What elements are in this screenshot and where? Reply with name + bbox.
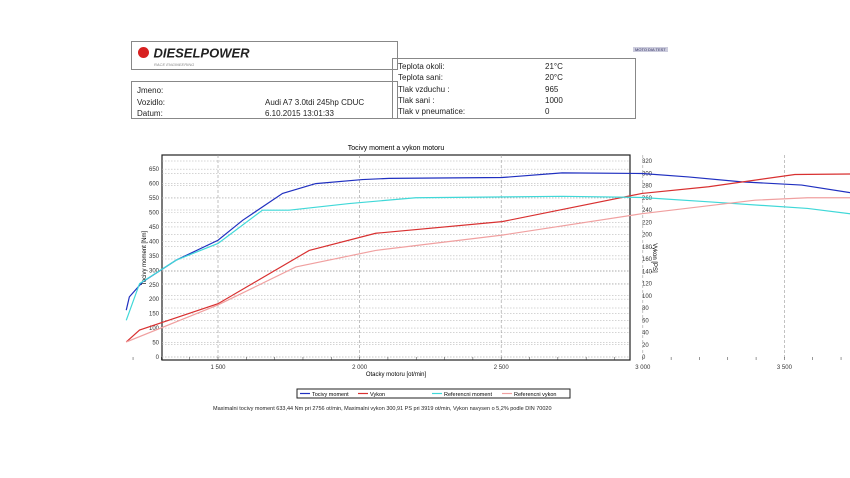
y2-tick-label: 80	[642, 306, 649, 312]
y2-tick-label: 140	[642, 269, 653, 275]
series-line-referencni-moment	[125, 195, 850, 321]
y-tick-label: 200	[149, 297, 160, 303]
y2-tick-label: 100	[642, 294, 653, 300]
vehicle-label: Datum:	[137, 109, 163, 118]
x-tick-label: 3 000	[635, 365, 651, 371]
series-line-referencni-vykon	[126, 197, 850, 343]
dieselpower-logo: DIESELPOWER RACE ENGINEERING	[138, 44, 250, 67]
y2-axis-label: Vykon [PS]	[651, 243, 657, 273]
y2-tick-label: 240	[642, 208, 653, 214]
y-tick-label: 400	[149, 239, 160, 245]
y2-tick-label: 180	[642, 245, 653, 251]
condition-value: 0	[545, 107, 550, 117]
condition-value: 965	[545, 84, 559, 94]
series-line-tocivy-moment	[125, 172, 850, 311]
y2-tick-label: 120	[642, 282, 653, 288]
y2-tick-label: 200	[642, 233, 653, 239]
legend-label: Tocivy moment	[312, 392, 349, 398]
condition-label: Teplota sani:	[398, 73, 443, 83]
y2-tick-label: 320	[642, 159, 653, 165]
y2-tick-label: 20	[642, 343, 649, 349]
y-tick-label: 150	[149, 312, 160, 318]
y-tick-label: 450	[149, 225, 160, 231]
x-tick-label: 3 500	[777, 365, 793, 371]
y-tick-label: 300	[149, 268, 160, 274]
legend-label: Referencni vykon	[514, 392, 557, 398]
turbo-icon	[138, 47, 149, 59]
condition-value: 21°C	[545, 62, 563, 71]
condition-label: Tlak v pneumatice:	[398, 107, 466, 117]
y-tick-label: 500	[149, 211, 160, 217]
vehicle-value: Audi A7 3.0tdi 245hp CDUC	[265, 97, 365, 107]
brand-subtitle: RACE ENGINEERING	[154, 62, 195, 67]
y-tick-label: 100	[149, 326, 160, 332]
condition-value: 20°C	[545, 73, 563, 83]
y2-tick-label: 280	[642, 184, 653, 190]
y-tick-label: 0	[156, 355, 160, 361]
y-tick-label: 550	[149, 196, 160, 202]
y-tick-label: 250	[149, 283, 160, 289]
y2-tick-label: 220	[642, 220, 653, 226]
series-line-vykon	[125, 173, 850, 343]
brand-name: DIESELPOWER	[153, 45, 250, 61]
condition-label: Tlak sani :	[398, 95, 435, 105]
x-tick-label: 2 000	[352, 365, 368, 371]
y-axis-label: Tocivy moment [Nm]	[142, 230, 148, 285]
y-tick-label: 650	[149, 167, 160, 173]
legend-label: Vykon	[370, 392, 385, 398]
logo-box	[131, 41, 398, 70]
chart-title: Tocivy moment a vykon motoru	[348, 145, 445, 152]
footer-summary: Maximalni tocivy moment 633,44 Nm pri 27…	[213, 406, 552, 412]
y-tick-label: 600	[149, 182, 160, 188]
x-axis-label: Otacky motoru [ot/min]	[366, 372, 427, 378]
plot-area	[161, 154, 631, 361]
vehicle-label: Vozidlo:	[137, 97, 166, 107]
y2-tick-label: 160	[642, 257, 653, 263]
y2-tick-label: 260	[642, 196, 653, 202]
legend-label: Referencni moment	[444, 392, 492, 398]
x-tick-label: 2 500	[494, 365, 510, 371]
vehicle-label: Jmeno:	[137, 86, 164, 95]
vehicle-box	[131, 81, 398, 119]
y-tick-label: 50	[152, 341, 159, 347]
conditions-box	[392, 58, 636, 119]
y-tick-label: 350	[149, 254, 160, 260]
y2-tick-label: 40	[642, 331, 649, 337]
condition-label: Tlak vzduchu :	[398, 84, 450, 94]
y2-tick-label: 0	[642, 355, 646, 361]
condition-label: Teplota okoli:	[398, 62, 445, 71]
badge: MOTO DIA TEST	[633, 47, 668, 52]
x-tick-label: 1 500	[210, 365, 226, 371]
vehicle-value: 6.10.2015 13:01:33	[265, 109, 334, 118]
condition-value: 1000	[545, 95, 563, 105]
y2-tick-label: 60	[642, 318, 649, 324]
